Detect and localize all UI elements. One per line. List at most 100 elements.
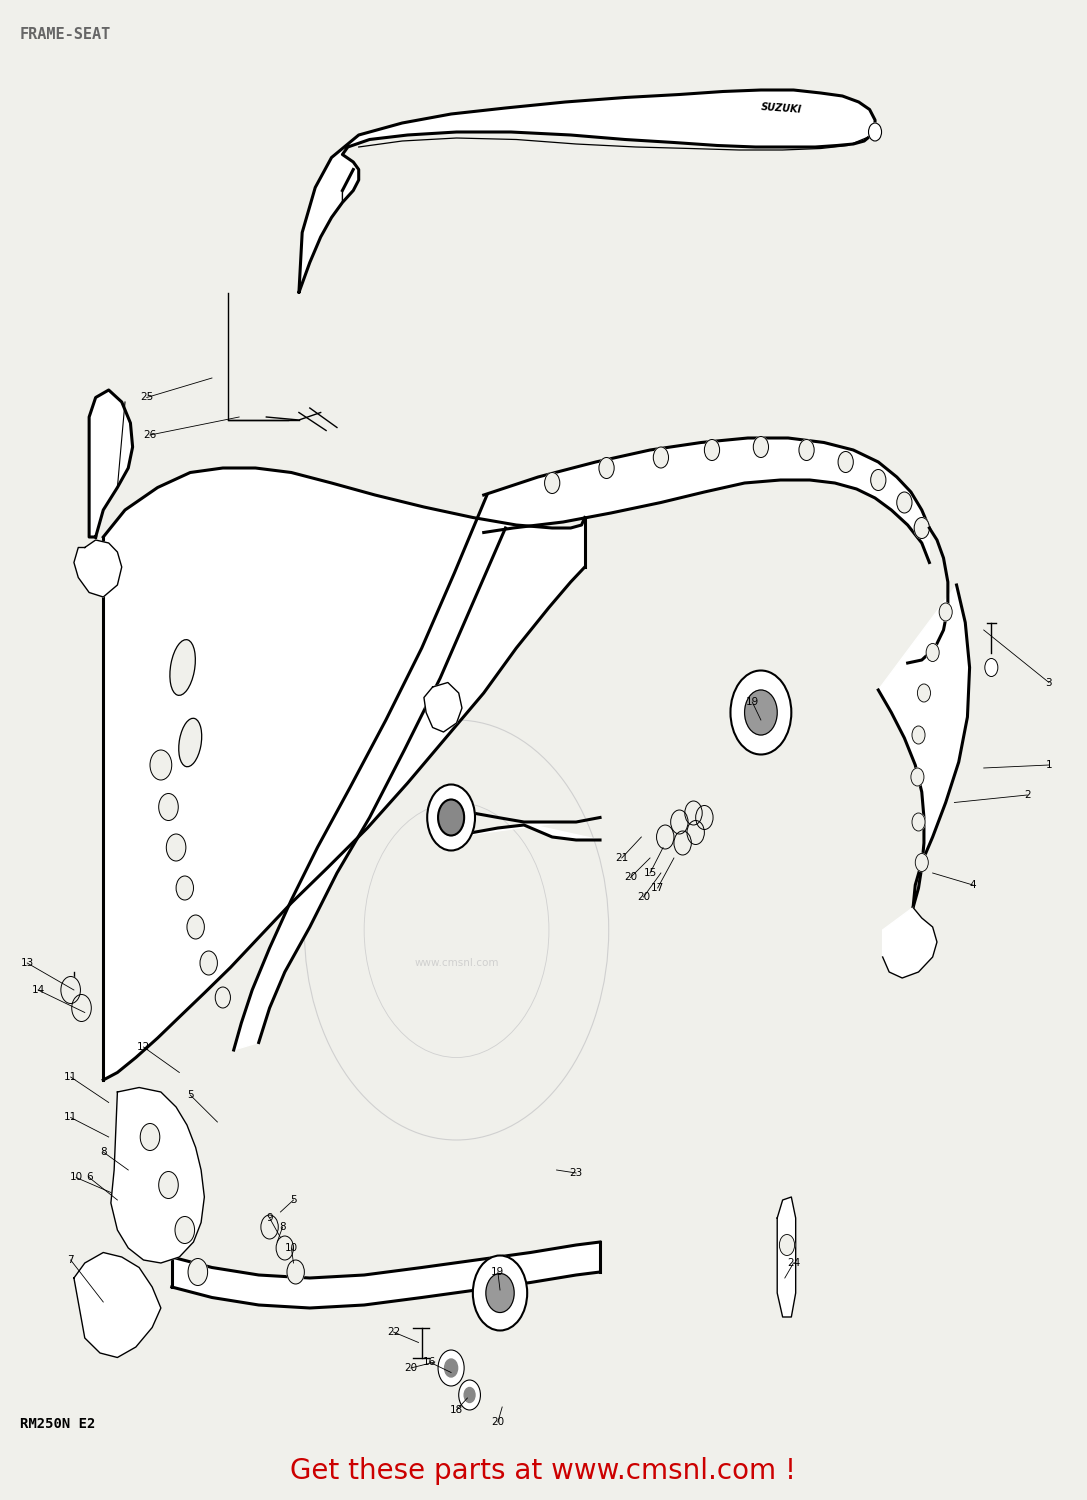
Polygon shape [451,807,600,840]
Polygon shape [424,682,462,732]
Circle shape [696,806,713,830]
Circle shape [869,123,882,141]
Circle shape [261,1215,278,1239]
Polygon shape [777,1197,796,1317]
Circle shape [276,1236,293,1260]
Circle shape [674,831,691,855]
Circle shape [687,821,704,844]
Text: 20: 20 [404,1364,417,1372]
Text: FRAME-SEAT: FRAME-SEAT [20,27,111,42]
Text: 21: 21 [615,853,628,862]
Polygon shape [883,908,937,978]
Circle shape [61,976,80,1004]
Polygon shape [74,1252,161,1358]
Circle shape [657,825,674,849]
Circle shape [486,1274,514,1312]
Text: www.cmsnl.com: www.cmsnl.com [414,958,499,968]
Circle shape [939,603,952,621]
Polygon shape [234,495,505,1050]
Text: 15: 15 [644,868,657,877]
Circle shape [911,768,924,786]
Text: 6: 6 [86,1173,92,1182]
Text: 14: 14 [32,986,45,994]
Circle shape [871,470,886,490]
Ellipse shape [170,639,196,696]
Circle shape [799,440,814,460]
Text: RM250N E2: RM250N E2 [20,1418,95,1431]
Circle shape [915,853,928,871]
Text: 5: 5 [290,1196,297,1204]
Circle shape [745,690,777,735]
Text: SUZUKI: SUZUKI [761,102,802,114]
Polygon shape [89,390,133,537]
Circle shape [188,1258,208,1286]
Text: 24: 24 [787,1258,800,1268]
Text: 5: 5 [187,1090,193,1100]
Circle shape [599,458,614,478]
Circle shape [985,658,998,676]
Polygon shape [299,90,875,292]
Text: 17: 17 [651,884,664,892]
Polygon shape [74,540,122,597]
Circle shape [187,915,204,939]
Circle shape [159,794,178,820]
Circle shape [445,1359,458,1377]
Circle shape [200,951,217,975]
Circle shape [140,1124,160,1150]
Text: 7: 7 [67,1256,74,1264]
Text: 20: 20 [491,1418,504,1426]
Circle shape [545,472,560,494]
Circle shape [72,994,91,1022]
Text: Get these parts at www.cmsnl.com !: Get these parts at www.cmsnl.com ! [290,1456,797,1485]
Circle shape [464,1388,475,1402]
Circle shape [838,452,853,472]
Text: 23: 23 [570,1168,583,1178]
Text: 18: 18 [450,1406,463,1414]
Text: 19: 19 [491,1268,504,1276]
Text: 11: 11 [64,1113,77,1122]
Polygon shape [878,585,970,908]
Circle shape [779,1234,795,1256]
Circle shape [175,1216,195,1243]
Polygon shape [172,1242,600,1308]
Circle shape [917,684,930,702]
Circle shape [912,813,925,831]
Circle shape [176,876,193,900]
Ellipse shape [178,718,202,766]
Circle shape [753,436,769,457]
Text: 4: 4 [970,880,976,890]
Circle shape [287,1260,304,1284]
Circle shape [653,447,669,468]
Circle shape [912,726,925,744]
Circle shape [685,801,702,825]
Text: 8: 8 [100,1148,107,1156]
Text: 2: 2 [1024,790,1030,800]
Text: 25: 25 [140,393,153,402]
Text: 16: 16 [423,1358,436,1366]
Circle shape [897,492,912,513]
Text: 8: 8 [279,1222,286,1232]
Text: 9: 9 [266,1214,273,1222]
Polygon shape [111,1088,204,1263]
Circle shape [150,750,172,780]
Text: 1: 1 [1046,760,1052,770]
Text: 10: 10 [285,1244,298,1252]
Text: 3: 3 [1046,678,1052,687]
Circle shape [671,810,688,834]
Circle shape [159,1172,178,1198]
Text: 10: 10 [70,1173,83,1182]
Circle shape [438,800,464,836]
Circle shape [473,1256,527,1330]
Text: 19: 19 [746,698,759,706]
Text: 11: 11 [64,1072,77,1082]
Circle shape [459,1380,480,1410]
Text: 26: 26 [143,430,157,439]
Circle shape [438,1350,464,1386]
Text: 20: 20 [624,873,637,882]
Circle shape [926,644,939,662]
Text: 22: 22 [387,1328,400,1336]
Text: 12: 12 [137,1042,150,1052]
Circle shape [730,670,791,754]
Circle shape [166,834,186,861]
Polygon shape [103,468,585,1080]
